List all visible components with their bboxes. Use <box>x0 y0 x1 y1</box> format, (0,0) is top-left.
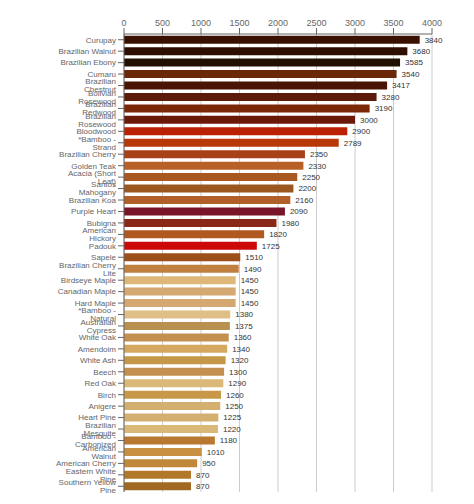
svg-text:2160: 2160 <box>295 196 313 205</box>
svg-text:1980: 1980 <box>281 219 299 228</box>
svg-text:1380: 1380 <box>235 310 253 319</box>
svg-text:White Ash: White Ash <box>80 356 116 365</box>
svg-text:1290: 1290 <box>228 379 246 388</box>
svg-text:500: 500 <box>155 18 170 28</box>
svg-text:1450: 1450 <box>241 287 259 296</box>
svg-text:3500: 3500 <box>383 18 403 28</box>
svg-text:3680: 3680 <box>412 47 430 56</box>
svg-text:1010: 1010 <box>207 448 225 457</box>
svg-text:1220: 1220 <box>223 425 241 434</box>
svg-text:2350: 2350 <box>310 150 328 159</box>
svg-text:Amendoim: Amendoim <box>78 345 117 354</box>
svg-text:3190: 3190 <box>375 104 393 113</box>
svg-text:1450: 1450 <box>241 299 259 308</box>
svg-text:SantosMahogany: SantosMahogany <box>79 180 116 197</box>
svg-text:Brazilian CherryLite: Brazilian CherryLite <box>59 261 116 278</box>
svg-text:870: 870 <box>196 471 210 480</box>
svg-text:2330: 2330 <box>308 162 326 171</box>
svg-text:2250: 2250 <box>302 173 320 182</box>
svg-text:2090: 2090 <box>290 207 308 216</box>
svg-text:Red Oak: Red Oak <box>84 379 117 388</box>
svg-text:2900: 2900 <box>352 127 370 136</box>
svg-text:3585: 3585 <box>405 58 423 67</box>
svg-text:4000: 4000 <box>422 18 442 28</box>
svg-text:1300: 1300 <box>229 368 247 377</box>
svg-text:1250: 1250 <box>225 402 243 411</box>
svg-text:2789: 2789 <box>344 139 362 148</box>
svg-text:White Oak: White Oak <box>79 333 117 342</box>
svg-text:1375: 1375 <box>235 322 253 331</box>
svg-text:2200: 2200 <box>298 184 316 193</box>
svg-text:2000: 2000 <box>268 18 288 28</box>
svg-text:AmericanHickory: AmericanHickory <box>82 226 116 243</box>
svg-text:1000: 1000 <box>191 18 211 28</box>
svg-text:Curupay: Curupay <box>86 36 116 45</box>
svg-text:1340: 1340 <box>232 345 250 354</box>
svg-text:1320: 1320 <box>231 356 249 365</box>
svg-text:1360: 1360 <box>234 333 252 342</box>
svg-text:BrazilianRosewood: BrazilianRosewood <box>78 112 116 129</box>
svg-text:870: 870 <box>196 482 210 491</box>
svg-text:3840: 3840 <box>425 36 443 45</box>
svg-text:3000: 3000 <box>345 18 365 28</box>
svg-text:AustralianCypress: AustralianCypress <box>80 318 116 335</box>
svg-text:3540: 3540 <box>402 70 420 79</box>
svg-text:Brazilian Walnut: Brazilian Walnut <box>58 47 116 56</box>
svg-text:Southern YellowPine: Southern YellowPine <box>59 478 117 495</box>
svg-text:1225: 1225 <box>223 413 241 422</box>
svg-text:1500: 1500 <box>229 18 249 28</box>
svg-text:Canadian Maple: Canadian Maple <box>58 287 117 296</box>
svg-text:1725: 1725 <box>262 242 280 251</box>
svg-text:950: 950 <box>202 459 216 468</box>
svg-text:3417: 3417 <box>392 81 410 90</box>
svg-text:1260: 1260 <box>226 391 244 400</box>
svg-text:Beech: Beech <box>93 368 116 377</box>
svg-text:Anigere: Anigere <box>88 402 116 411</box>
svg-text:Brazilian Ebony: Brazilian Ebony <box>60 58 116 67</box>
svg-text:3000: 3000 <box>360 116 378 125</box>
svg-text:1450: 1450 <box>241 276 259 285</box>
svg-text:Padouk: Padouk <box>89 242 117 251</box>
svg-text:AmericanWalnut: AmericanWalnut <box>82 444 117 461</box>
svg-text:1820: 1820 <box>269 230 287 239</box>
svg-text:3280: 3280 <box>382 93 400 102</box>
svg-text:0: 0 <box>121 18 126 28</box>
svg-text:1510: 1510 <box>245 253 263 262</box>
svg-text:Birch: Birch <box>98 391 116 400</box>
svg-text:Brazilian Koa: Brazilian Koa <box>69 196 117 205</box>
svg-text:Birdseye Maple: Birdseye Maple <box>61 276 117 285</box>
svg-text:*Bamboo -Strand: *Bamboo -Strand <box>78 135 116 152</box>
svg-text:Purple Heart: Purple Heart <box>71 207 117 216</box>
svg-text:Brazilian Cherry: Brazilian Cherry <box>59 150 116 159</box>
svg-text:1180: 1180 <box>220 436 238 445</box>
svg-text:2500: 2500 <box>306 18 326 28</box>
svg-text:1490: 1490 <box>244 265 262 274</box>
